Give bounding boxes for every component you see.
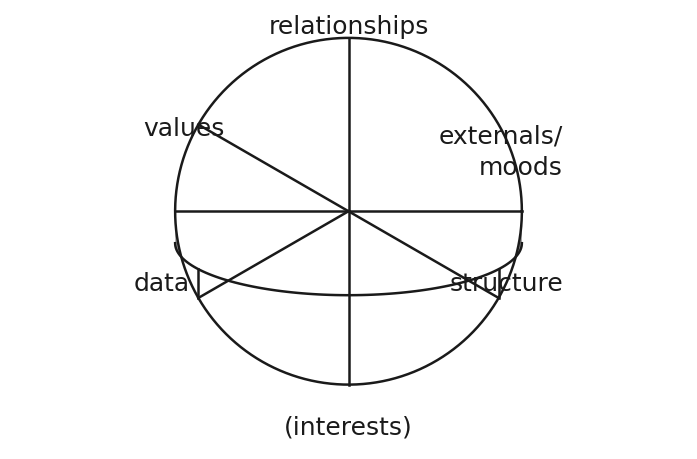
Text: data: data: [134, 272, 190, 296]
Polygon shape: [498, 211, 522, 298]
Polygon shape: [199, 269, 498, 385]
Text: externals/
moods: externals/ moods: [438, 124, 563, 180]
Text: structure: structure: [449, 272, 563, 296]
Polygon shape: [175, 38, 522, 385]
Text: (interests): (interests): [284, 415, 413, 439]
Text: relationships: relationships: [268, 15, 429, 39]
Text: values: values: [143, 117, 224, 141]
Polygon shape: [175, 211, 199, 298]
